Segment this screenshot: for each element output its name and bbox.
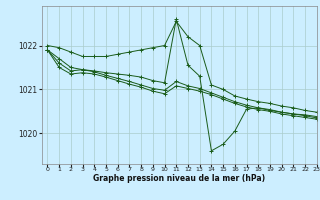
X-axis label: Graphe pression niveau de la mer (hPa): Graphe pression niveau de la mer (hPa) <box>93 174 265 183</box>
